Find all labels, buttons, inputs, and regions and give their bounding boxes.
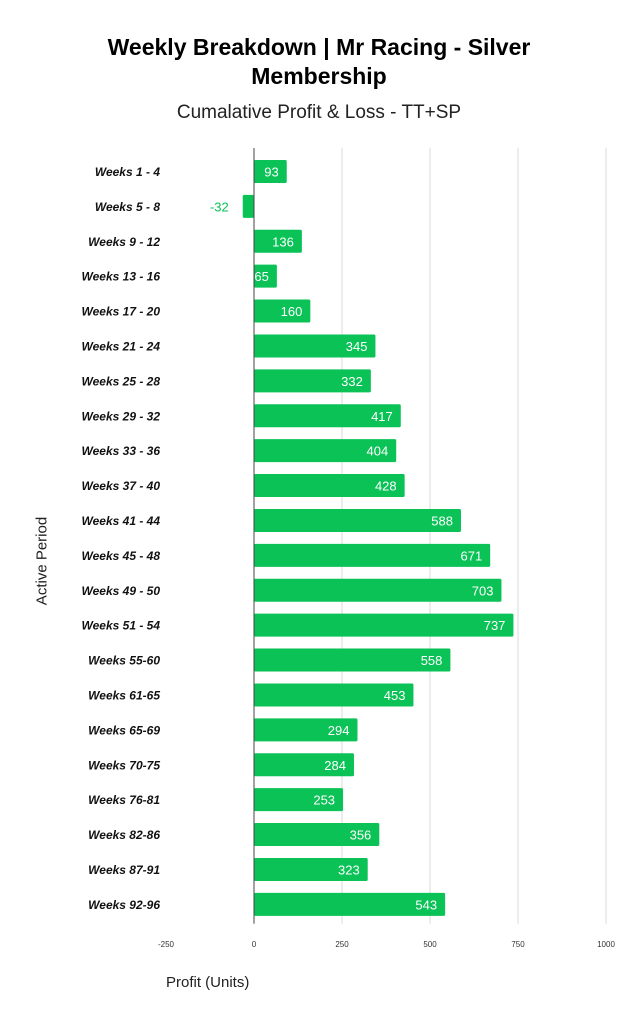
category-label: Weeks 21 - 24 [82, 339, 161, 353]
bar [242, 194, 254, 218]
category-label: Weeks 65-69 [88, 723, 160, 737]
data-label: 404 [367, 444, 389, 459]
category-label: Weeks 25 - 28 [82, 374, 161, 388]
data-label: 588 [431, 513, 453, 528]
category-label: Weeks 37 - 40 [82, 479, 161, 493]
bar [254, 718, 358, 742]
data-label: 703 [472, 583, 494, 598]
data-label: -32 [210, 199, 229, 214]
data-label: 428 [375, 479, 397, 494]
bar [254, 404, 401, 428]
data-label: 136 [272, 234, 294, 249]
bar [254, 683, 414, 707]
x-tick-label: 500 [423, 940, 437, 949]
data-label: 356 [350, 828, 372, 843]
data-label: 417 [371, 409, 393, 424]
bar [254, 369, 371, 393]
data-label: 65 [254, 269, 268, 284]
x-tick-label: 1000 [597, 940, 615, 949]
data-label: 294 [328, 723, 350, 738]
category-label: Weeks 87-91 [88, 863, 160, 877]
bar [254, 543, 491, 567]
data-label: 332 [341, 374, 363, 389]
data-label: 543 [415, 897, 437, 912]
chart-subtitle: Cumalative Profit & Loss - TT+SP [176, 102, 462, 123]
category-label: Weeks 82-86 [88, 828, 160, 842]
bar [254, 508, 461, 532]
category-label: Weeks 1 - 4 [95, 165, 160, 179]
category-label: Weeks 45 - 48 [82, 549, 161, 563]
category-label: Weeks 70-75 [88, 758, 160, 772]
bar [254, 613, 514, 637]
bar [254, 753, 354, 777]
bar [254, 229, 302, 253]
x-tick-label: -250 [158, 940, 175, 949]
category-label: Weeks 92-96 [88, 898, 160, 912]
data-label: 253 [313, 793, 335, 808]
bar [254, 648, 451, 672]
category-label: Weeks 13 - 16 [82, 270, 161, 284]
chart-title-line-2: Membership [251, 63, 387, 89]
category-label: Weeks 33 - 36 [82, 444, 161, 458]
bar [254, 474, 405, 498]
x-axis-label: Profit (Units) [166, 974, 250, 991]
bar [254, 159, 287, 183]
chart-title: Weekly Breakdown | Mr Racing - Silver Me… [0, 33, 638, 91]
data-label: 558 [421, 653, 443, 668]
category-label: Weeks 51 - 54 [82, 619, 161, 633]
category-label: Weeks 55-60 [88, 654, 160, 668]
category-label: Weeks 41 - 44 [82, 514, 161, 528]
data-label: 737 [484, 618, 506, 633]
data-label: 93 [264, 164, 278, 179]
category-label: Weeks 61-65 [88, 688, 160, 702]
x-tick-label: 0 [252, 940, 257, 949]
data-label: 671 [460, 548, 482, 563]
category-label: Weeks 9 - 12 [88, 235, 160, 249]
category-label: Weeks 49 - 50 [82, 584, 161, 598]
chart-title-line-1: Weekly Breakdown | Mr Racing - Silver [107, 34, 531, 60]
bar [254, 578, 502, 602]
data-label: 284 [324, 758, 346, 773]
bar [254, 788, 344, 812]
data-label: 453 [384, 688, 406, 703]
category-label: Weeks 5 - 8 [95, 200, 160, 214]
bar [254, 439, 397, 463]
data-label: 160 [281, 304, 303, 319]
category-label: Weeks 76-81 [88, 793, 160, 807]
bar [254, 334, 376, 358]
bar [254, 823, 380, 847]
data-label: 323 [338, 862, 360, 877]
category-label: Weeks 17 - 20 [82, 305, 161, 319]
x-tick-label: 750 [511, 940, 525, 949]
data-label: 345 [346, 339, 368, 354]
x-tick-label: 250 [335, 940, 349, 949]
category-label: Weeks 29 - 32 [82, 409, 161, 423]
bar [254, 264, 277, 288]
bar [254, 892, 446, 916]
bar [254, 299, 311, 323]
bar [254, 857, 368, 881]
